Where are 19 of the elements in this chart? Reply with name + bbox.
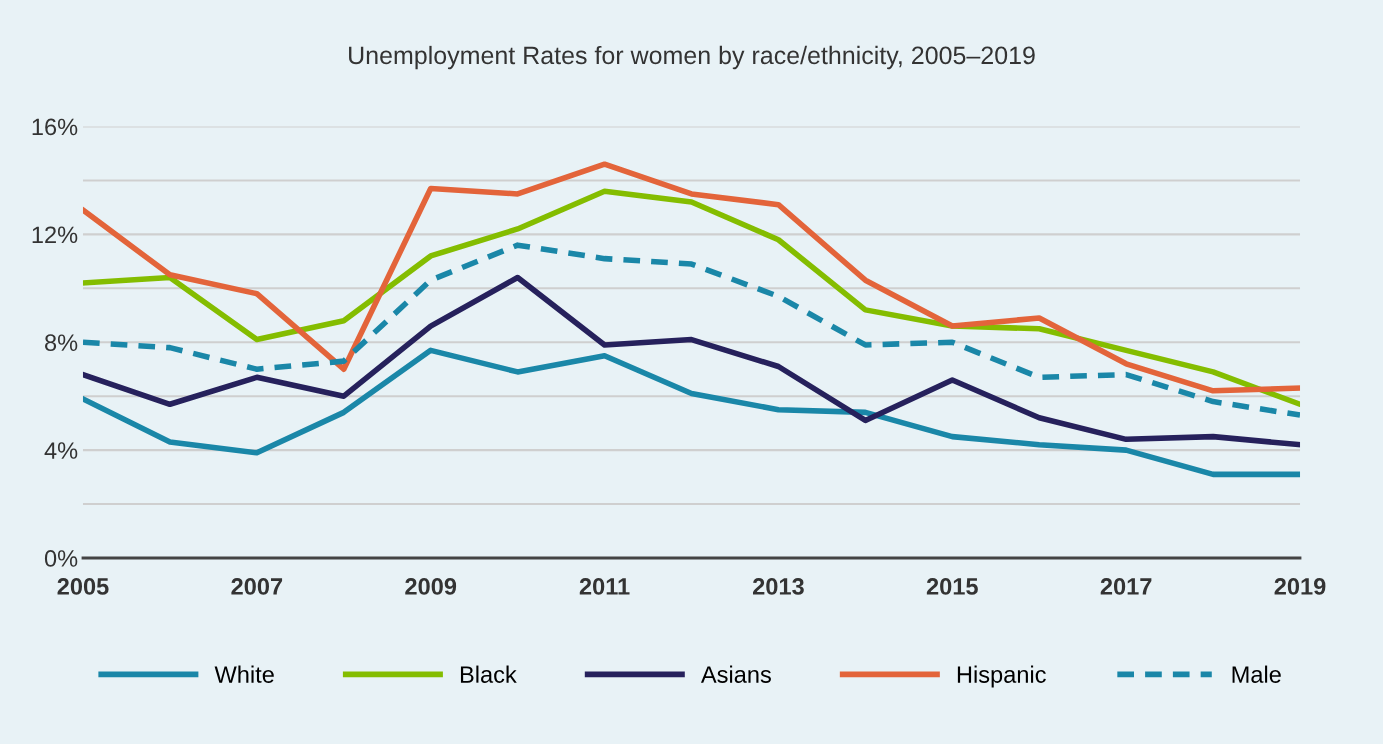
y-tick-label: 4% bbox=[44, 442, 78, 459]
x-tick-label: 2007 bbox=[231, 578, 283, 595]
x-tick-label: 2011 bbox=[579, 578, 630, 595]
legend-label: Hispanic bbox=[957, 665, 1046, 688]
x-tick-label: 2013 bbox=[752, 578, 804, 595]
y-tick-label: 0% bbox=[44, 550, 78, 567]
x-tick-label: 2017 bbox=[1100, 578, 1152, 595]
x-tick-label: 2009 bbox=[405, 578, 457, 595]
y-tick-label: 16% bbox=[32, 118, 78, 136]
x-tick-label: 2019 bbox=[1274, 578, 1326, 595]
y-tick-label: 8% bbox=[45, 334, 78, 352]
legend-label: Asians bbox=[700, 665, 771, 683]
x-tick-label: 2005 bbox=[57, 578, 109, 595]
legend-label: White bbox=[214, 665, 274, 683]
chart-title: Unemployment Rates for women by race/ethnicity, 2005–2019 bbox=[349, 45, 1035, 70]
x-tick-label: 2015 bbox=[926, 578, 978, 595]
legend-label: Black bbox=[460, 665, 517, 683]
legend-label: Male bbox=[1232, 665, 1281, 683]
y-tick-label: 12% bbox=[32, 226, 78, 244]
